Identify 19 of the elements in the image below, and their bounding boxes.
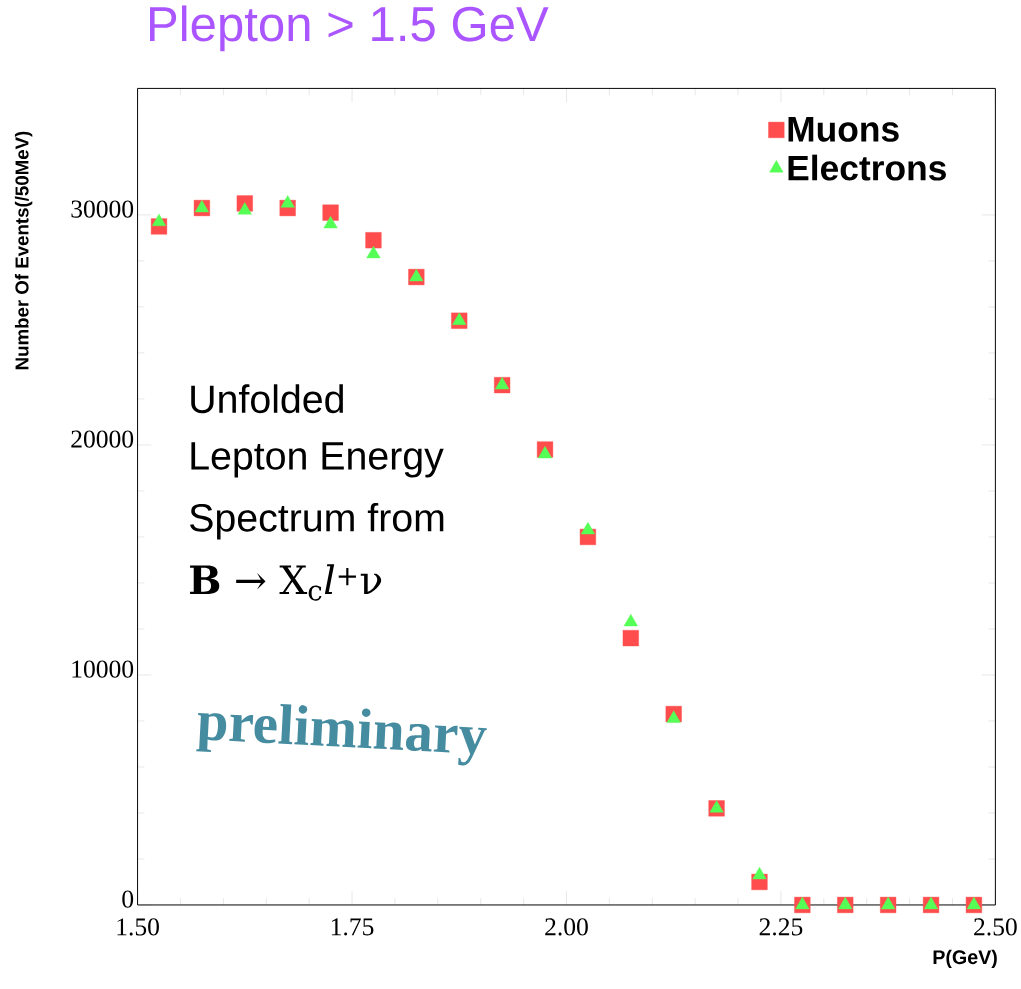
annotation: preliminary — [196, 703, 487, 766]
x-tick-label: 1.50 — [117, 918, 159, 936]
annotation: Unfolded — [191, 384, 343, 413]
y-tick-label: 10000 — [72, 660, 134, 678]
y-axis-title: Number Of Events(/50MeV) — [14, 131, 33, 369]
annotation: Spectrum from — [190, 502, 444, 540]
x-axis-title: P(GeV) — [933, 949, 997, 968]
y-tick-label: 0 — [122, 890, 134, 908]
y-tick-label: 30000 — [71, 200, 134, 218]
legend-label: Electrons — [788, 154, 946, 181]
annotation: Lepton Energy — [191, 442, 444, 478]
annotation: B → X$_{c}$l$^{+}$ν — [190, 563, 382, 601]
x-tick-label: 1.75 — [331, 918, 374, 936]
x-tick-label: 2.25 — [759, 918, 803, 936]
x-tick-label: 2.00 — [545, 918, 588, 936]
y-tick-label: 20000 — [71, 430, 134, 448]
legend-label: Muons — [788, 116, 899, 142]
chart-title: Plepton > 1.5 GeV — [149, 5, 549, 51]
x-tick-label: 2.50 — [974, 918, 1017, 936]
